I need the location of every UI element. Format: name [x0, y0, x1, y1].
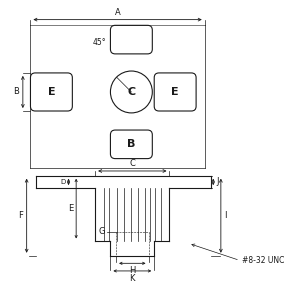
Text: A: A — [115, 8, 120, 17]
FancyBboxPatch shape — [30, 73, 72, 111]
Text: #8-32 UNC: #8-32 UNC — [242, 256, 284, 265]
Text: C: C — [129, 159, 135, 168]
Text: E: E — [171, 87, 179, 97]
FancyBboxPatch shape — [110, 25, 152, 54]
FancyBboxPatch shape — [110, 130, 152, 159]
FancyBboxPatch shape — [154, 73, 196, 111]
Text: E: E — [68, 204, 73, 213]
Text: G: G — [98, 227, 105, 236]
Text: I: I — [224, 211, 226, 220]
Text: K: K — [130, 274, 135, 283]
Text: D: D — [60, 179, 66, 185]
Text: F: F — [18, 211, 23, 220]
Text: 45°: 45° — [92, 38, 106, 47]
Text: H: H — [129, 266, 135, 275]
Text: C: C — [127, 87, 135, 97]
Text: J: J — [216, 177, 219, 187]
Text: B: B — [13, 88, 19, 97]
Text: B: B — [127, 139, 135, 149]
Text: E: E — [48, 87, 55, 97]
